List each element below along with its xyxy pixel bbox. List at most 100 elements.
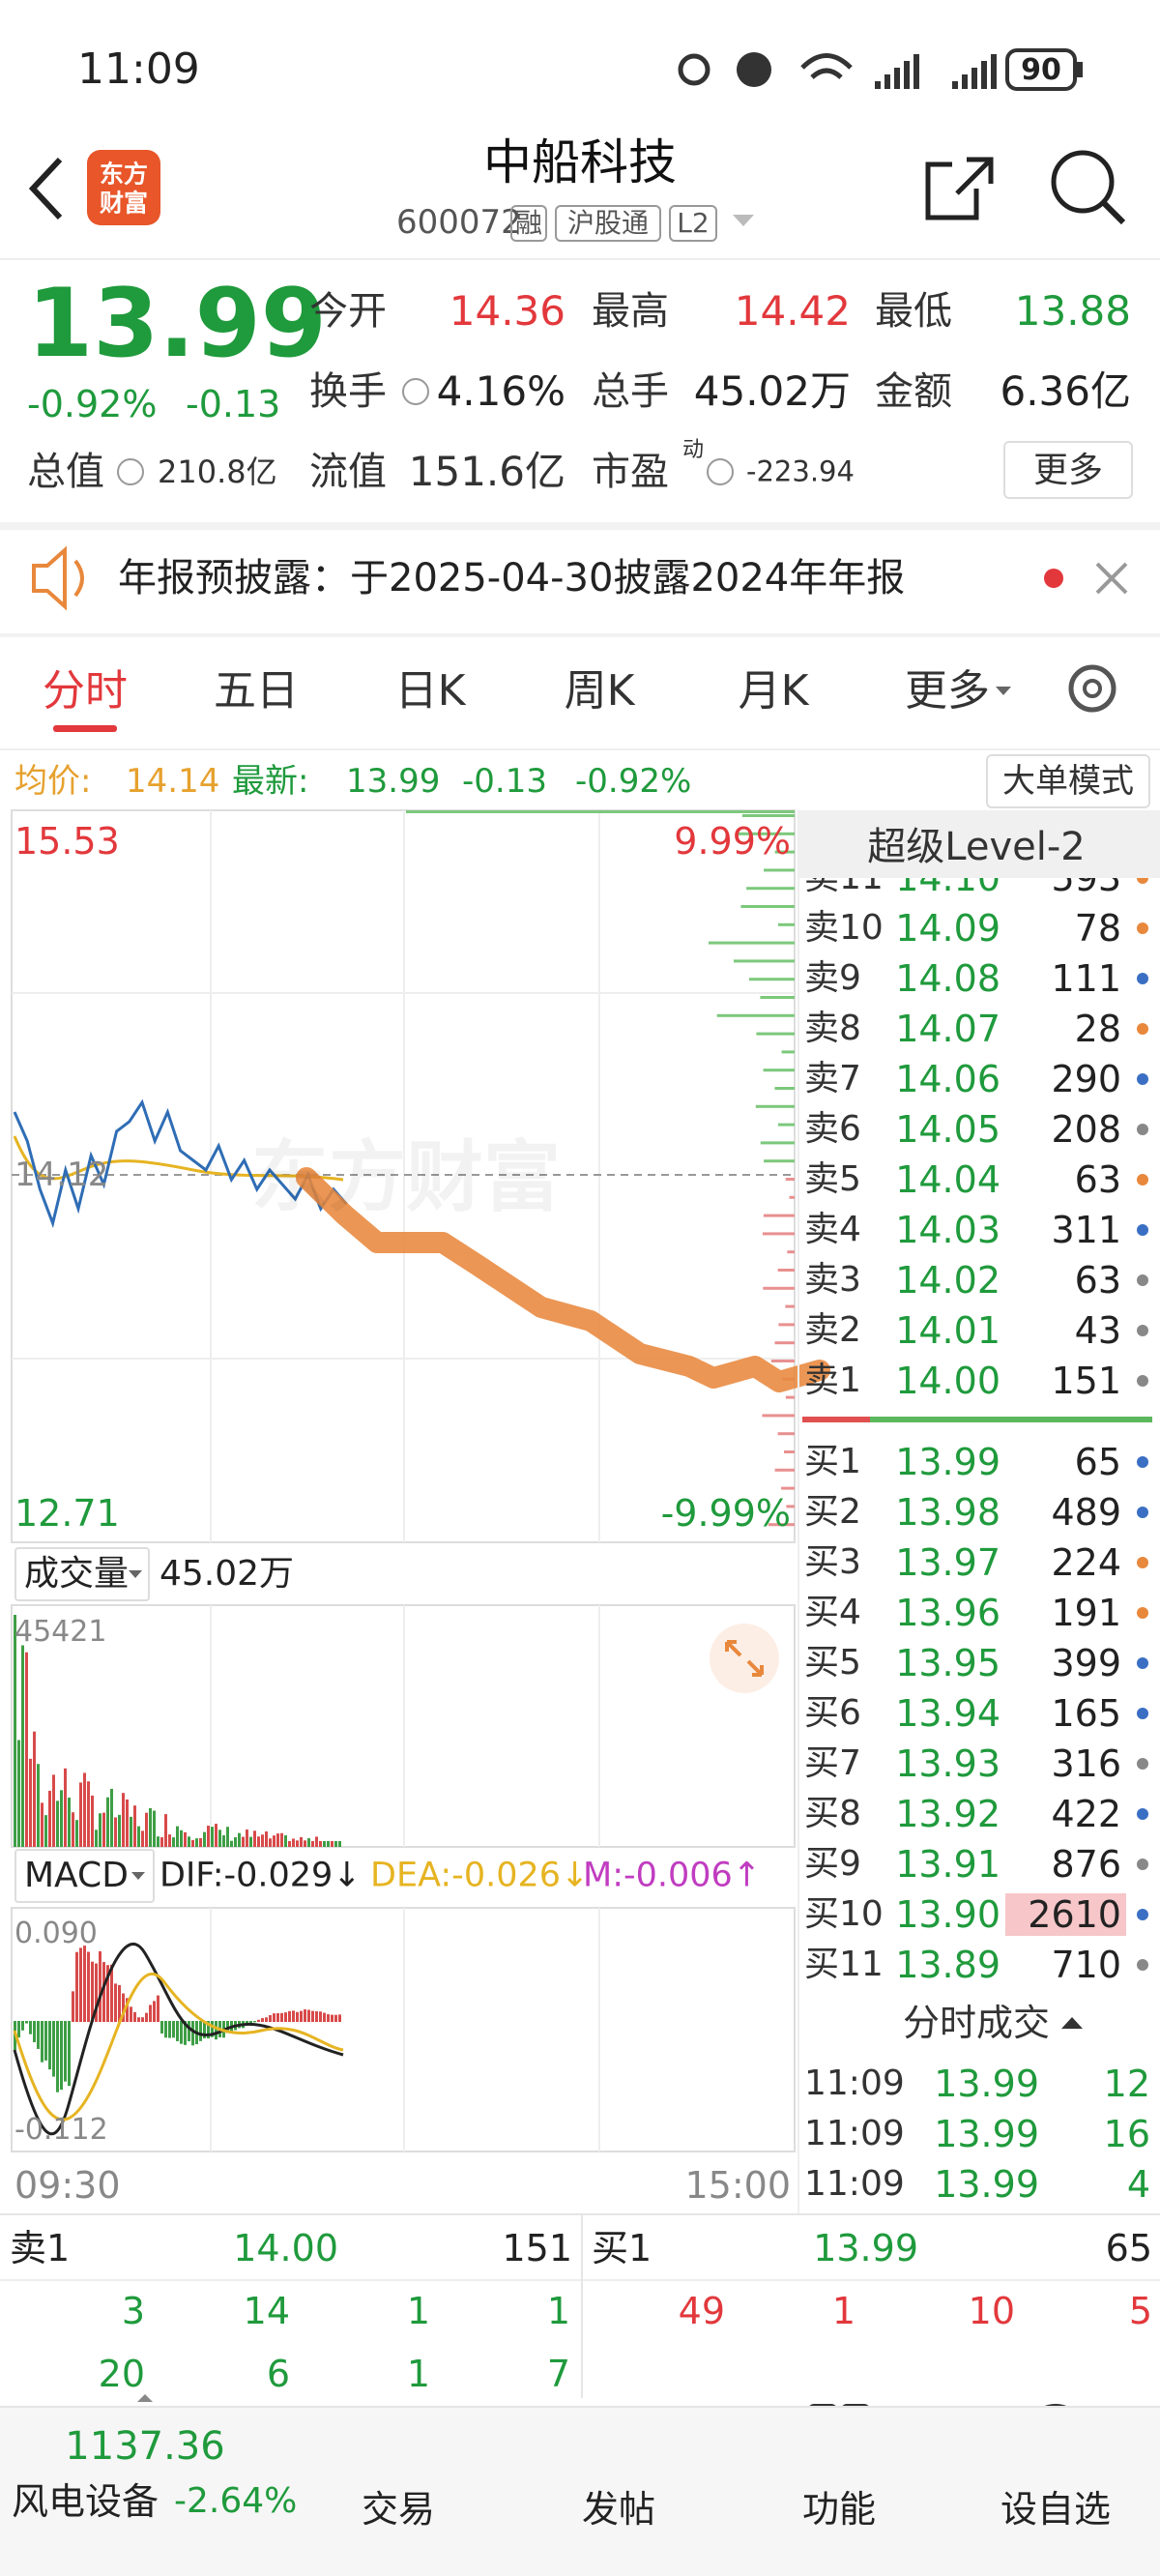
macd-select[interactable]	[14, 1849, 155, 1903]
level-volume: 311	[1051, 1209, 1121, 1251]
macd-bar	[106, 1965, 109, 2022]
tab[interactable]: 更多	[905, 666, 990, 716]
latest-pct: -0.92%	[575, 762, 692, 801]
expand-button[interactable]	[710, 1624, 779, 1693]
macd-bar	[338, 2014, 341, 2022]
volume-bar	[327, 1840, 330, 1847]
macd-bar	[91, 1961, 94, 2022]
depth-bar	[774, 1087, 795, 1090]
depth-bar	[784, 1450, 795, 1453]
mode-button[interactable]	[986, 754, 1150, 808]
average-line	[13, 1135, 344, 1182]
level-price: 14.10	[895, 878, 1000, 899]
asks-container: 卖11 14.10 593 卖10 14.09 78 卖9 14.08 111 卖8 14.07 28…	[798, 878, 1160, 1405]
nav-item[interactable]: 设自选	[1000, 2488, 1112, 2531]
trades-title[interactable]: 分时成交	[902, 2002, 1051, 2044]
close-button[interactable]	[1095, 562, 1128, 595]
macd-bar	[176, 2021, 179, 2041]
macd-bar	[284, 2012, 287, 2022]
macd-bar	[168, 2021, 171, 2038]
volume-bar	[56, 1800, 59, 1847]
level-volume: 63	[1074, 1259, 1121, 1302]
index-change[interactable]: -2.64%	[174, 2481, 298, 2521]
axis-label: 12.71	[14, 1492, 120, 1535]
level-price: 14.06	[895, 1058, 1000, 1100]
macd-bar	[199, 2021, 202, 2041]
level-dot	[1137, 1274, 1148, 1286]
depth-bar	[785, 1178, 795, 1181]
back-button[interactable]	[28, 157, 63, 220]
level-dot	[1137, 1808, 1148, 1820]
queue-order: 1	[831, 2290, 856, 2332]
volume-bar	[141, 1830, 144, 1847]
trade-price: 13.99	[934, 2163, 1039, 2206]
level-volume: 224	[1051, 1541, 1121, 1584]
macd-label[interactable]: MACD	[24, 1856, 129, 1895]
macd-bar	[52, 2021, 55, 2077]
stat-sup: 动	[682, 438, 705, 462]
volume-bar	[242, 1836, 245, 1847]
level-volume: 710	[1051, 1944, 1121, 1986]
level-dot	[1137, 1073, 1148, 1085]
share-button[interactable]	[925, 157, 994, 220]
nav-item[interactable]: 功能	[801, 2488, 877, 2531]
notice-text[interactable]: 年报预披露：于2025-04-30披露2024年年报	[118, 556, 906, 600]
dea-line	[13, 1973, 344, 2122]
latest-change: -0.13	[462, 762, 547, 801]
level-price: 13.91	[895, 1843, 1000, 1886]
depth-bar	[762, 1414, 795, 1418]
depth-bar	[762, 1232, 795, 1236]
index-value[interactable]: 1137.36	[65, 2424, 225, 2469]
settings-button[interactable]	[1068, 664, 1116, 713]
nav-item[interactable]: 发帖	[581, 2488, 656, 2531]
notice-dot	[1044, 569, 1063, 588]
bq-volume: 151	[502, 2227, 572, 2269]
macd-bar	[269, 2015, 272, 2022]
level-label: 买1	[804, 1442, 861, 1481]
mode-label[interactable]: 大单模式	[1002, 762, 1134, 801]
nav-item[interactable]: 交易	[361, 2488, 436, 2531]
volume-bar	[149, 1807, 152, 1847]
stat-label: 流值	[309, 450, 387, 494]
tab[interactable]: 分时	[43, 666, 128, 716]
tab[interactable]: 周K	[564, 666, 635, 716]
volume-bar	[211, 1827, 214, 1847]
volume-bar	[334, 1841, 337, 1847]
level-price: 13.97	[895, 1541, 1000, 1584]
tab[interactable]: 日K	[394, 666, 466, 716]
macd-bar	[72, 1991, 74, 2022]
macd-bar	[307, 2009, 310, 2022]
more-label[interactable]: 更多	[1032, 451, 1104, 490]
tab[interactable]: 月K	[738, 666, 809, 716]
volume-select[interactable]	[14, 1547, 150, 1601]
volume-label[interactable]: 成交量	[24, 1554, 130, 1594]
volume-bar	[25, 1652, 28, 1847]
level-dot	[1137, 1325, 1148, 1336]
level-dot	[1137, 1708, 1148, 1719]
volume-bar	[95, 1830, 98, 1847]
volume-bar	[300, 1836, 303, 1847]
more-button[interactable]	[1003, 441, 1133, 499]
macd-bar	[257, 2019, 260, 2022]
macd-bar	[99, 1950, 102, 2022]
tab[interactable]: 五日	[214, 666, 299, 716]
level-label: 买11	[804, 1945, 884, 1984]
level-dot	[1137, 1375, 1148, 1387]
stock-code: 600072	[396, 203, 522, 242]
macd-bar	[21, 2021, 24, 2031]
volume-bar	[222, 1835, 225, 1847]
index-name[interactable]: 风电设备	[12, 2480, 160, 2523]
macd-bar	[95, 1963, 98, 2022]
macd-bar	[41, 2021, 44, 2063]
macd-bar	[157, 1995, 160, 2022]
level-volume: 28	[1074, 1008, 1121, 1050]
tab-dropdown	[996, 687, 1011, 695]
level-volume: 290	[1051, 1058, 1121, 1100]
volume-bar	[126, 1799, 129, 1847]
macd-bar	[137, 2017, 140, 2022]
level-price: 13.96	[895, 1592, 1000, 1634]
volume-bar	[118, 1814, 121, 1847]
search-button[interactable]	[1051, 150, 1115, 214]
level-price: 13.89	[895, 1944, 1000, 1986]
queue-order: 1	[406, 2353, 430, 2395]
